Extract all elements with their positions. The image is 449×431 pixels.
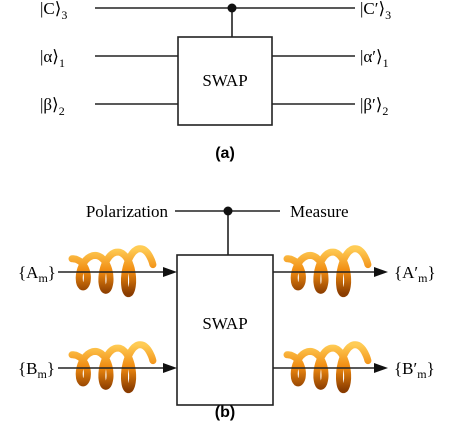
input-label: {Bm} (18, 359, 55, 381)
label-part: |C⟩ (40, 0, 61, 18)
output-label: |β′⟩2 (360, 95, 388, 118)
helix (68, 245, 157, 298)
label-part: 2 (59, 104, 65, 118)
control-dot (223, 206, 233, 216)
label-part: 1 (383, 56, 389, 70)
control-right-label: Measure (290, 202, 349, 221)
output-label: |C′⟩3 (360, 0, 391, 22)
label-part: 3 (61, 8, 67, 22)
output-label: {B′m} (394, 359, 435, 381)
panel-b: Polarization Measure SWAP (b) (68, 202, 372, 421)
label-part: {A′ (394, 263, 418, 282)
gate-box (177, 36, 273, 126)
label-part: {A (18, 263, 39, 282)
control-left-label: Polarization (86, 202, 169, 221)
input-label: {Am} (18, 263, 56, 285)
label-part: m (418, 271, 428, 285)
label-part: 1 (59, 56, 65, 70)
caption: (a) (215, 145, 235, 162)
label-part: {B′ (394, 359, 417, 378)
label-part: } (47, 359, 55, 378)
label-part: } (427, 359, 435, 378)
label-part: {B (18, 359, 38, 378)
helix (283, 341, 372, 394)
label-part: m (38, 271, 48, 285)
arrowhead (163, 267, 177, 277)
label-part: |α⟩ (40, 47, 59, 66)
label-part: m (417, 367, 427, 381)
helix (283, 245, 372, 298)
input-label: |β⟩2 (40, 95, 65, 118)
label-part: 2 (382, 104, 388, 118)
output-label: |α′⟩1 (360, 47, 389, 70)
label-part: |β′⟩ (360, 95, 382, 114)
input-label: |C⟩3 (40, 0, 67, 22)
gate-label: SWAP (202, 314, 247, 333)
label-part: |α′⟩ (360, 47, 383, 66)
label-part: } (428, 263, 436, 282)
label-part: } (48, 263, 56, 282)
gate-box (176, 254, 274, 406)
caption: (b) (215, 404, 235, 421)
panel-a: SWAP (a) (95, 3, 355, 162)
control-dot (227, 3, 237, 13)
input-label: |α⟩1 (40, 47, 65, 70)
label-part: m (38, 367, 48, 381)
helices (68, 245, 372, 394)
helix (68, 341, 157, 394)
arrowhead (374, 267, 388, 277)
arrowhead (374, 363, 388, 373)
label-part: |β⟩ (40, 95, 59, 114)
label-part: |C′⟩ (360, 0, 385, 18)
output-label: {A′m} (394, 263, 436, 285)
arrowhead (163, 363, 177, 373)
label-part: 3 (385, 8, 391, 22)
gate-label: SWAP (202, 71, 247, 90)
